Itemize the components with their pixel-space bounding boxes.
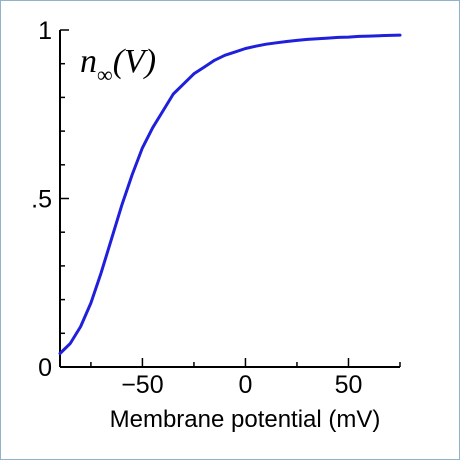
title-argument: (V) (113, 43, 156, 80)
chart-labels: 0 .5 1 −50 0 50 Membrane potential (mV) n∞(V) (31, 17, 380, 433)
x-axis-label: Membrane potential (mV) (110, 406, 381, 433)
x-tick-label: 0 (239, 371, 253, 399)
y-tick-label: .5 (31, 186, 52, 214)
title-subscript: ∞ (97, 62, 113, 87)
series-line (58, 33, 402, 355)
chart-title: n∞(V) (80, 43, 156, 87)
chart-series (58, 33, 402, 355)
y-tick-label: 0 (38, 354, 52, 382)
x-tick-label: 50 (335, 371, 363, 399)
title-base: n (80, 43, 97, 80)
chart-ticks (60, 29, 401, 368)
x-tick-label: −50 (121, 371, 163, 399)
y-tick-label: 1 (38, 17, 52, 45)
